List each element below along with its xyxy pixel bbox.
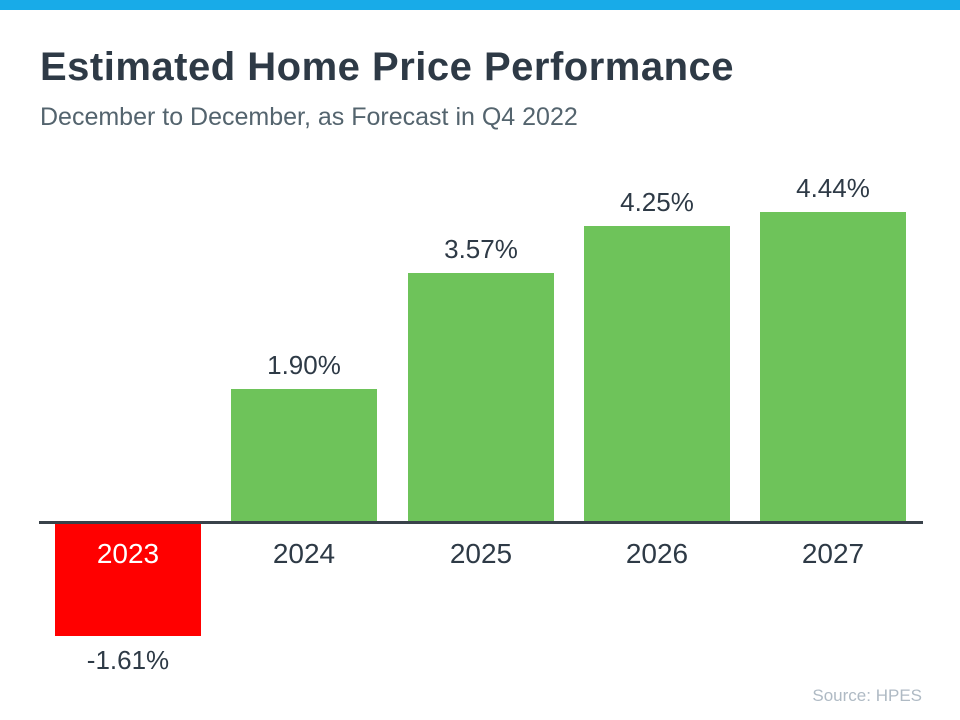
category-label-2027: 2027	[801, 538, 865, 569]
value-label-2026: 4.25%	[620, 187, 694, 217]
value-label-2023: -1.61%	[86, 645, 170, 675]
value-label-2027: 4.44%	[796, 173, 870, 203]
page-subtitle: December to December, as Forecast in Q4 …	[40, 103, 578, 131]
category-label-2023: 2023	[96, 538, 160, 569]
bar-2024	[231, 389, 377, 521]
x-axis-line	[39, 521, 923, 524]
category-label-2026: 2026	[625, 538, 689, 569]
value-label-2025: 3.57%	[444, 234, 518, 264]
category-label-2024: 2024	[272, 538, 336, 569]
page-title: Estimated Home Price Performance	[40, 45, 735, 89]
bar-2027	[760, 212, 906, 521]
value-label-2024: 1.90%	[267, 350, 341, 380]
source-note: Source: HPES	[812, 686, 922, 705]
bar-2025	[408, 273, 554, 521]
category-label-2025: 2025	[449, 538, 513, 569]
top-accent-bar	[0, 0, 960, 10]
bar-2026	[584, 226, 730, 521]
bar-2023	[55, 524, 201, 636]
